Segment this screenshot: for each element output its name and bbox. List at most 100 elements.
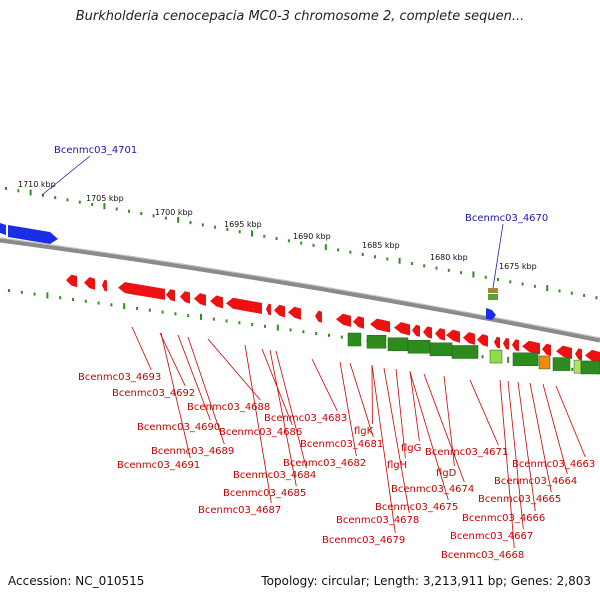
reverse-gene-label: Bcenmc03_4664 <box>494 476 577 487</box>
reverse-gene-label: Bcenmc03_4666 <box>462 513 545 524</box>
reverse-gene <box>477 334 488 347</box>
reverse-gene <box>494 336 500 349</box>
inner-tick-mark <box>507 356 510 363</box>
outer-tick-mark <box>29 189 32 196</box>
reverse-gene-label: Bcenmc03_4674 <box>391 484 474 495</box>
reverse-leader-line <box>542 383 568 475</box>
reverse-leader-line <box>409 371 449 501</box>
reverse-gene-label: Bcenmc03_4671 <box>425 447 508 458</box>
inner-tick-mark <box>187 314 190 318</box>
outer-tick-mark <box>17 189 20 193</box>
outer-tick-mark <box>497 278 499 282</box>
genome-backbone <box>0 237 600 343</box>
outer-tick-mark <box>361 252 364 256</box>
reverse-gene-label: Bcenmc03_4683 <box>264 413 347 424</box>
reverse-gene <box>394 322 410 336</box>
reverse-leader-line <box>269 349 297 487</box>
inner-tick-mark <box>571 367 574 371</box>
outer-tick-mark <box>570 291 573 295</box>
cog-feature-box <box>429 342 453 357</box>
forward-strand-genes <box>0 223 496 320</box>
reverse-gene <box>84 277 95 290</box>
inner-tick-mark <box>264 324 266 328</box>
outer-tick-mark <box>447 268 450 272</box>
reverse-gene-label: Bcenmc03_4679 <box>322 535 405 546</box>
outer-tick-mark <box>324 244 327 251</box>
reverse-gene-label: Bcenmc03_4688 <box>187 402 270 413</box>
outer-tick-mark <box>140 212 143 216</box>
reverse-gene <box>66 274 77 288</box>
scale-tick-label: 1690 kbp <box>293 232 331 241</box>
reverse-leader-line <box>499 379 515 549</box>
cog-feature-box <box>580 360 600 375</box>
inner-tick-mark <box>238 321 241 325</box>
reverse-gene <box>353 316 364 329</box>
outer-tick-mark <box>115 207 118 211</box>
reverse-strand-genes <box>66 274 600 363</box>
reverse-leader-line <box>131 326 152 371</box>
forward-gene <box>0 223 6 235</box>
cog-feature-box <box>552 357 571 371</box>
reverse-leader-line <box>507 380 524 530</box>
outer-tick-ring <box>5 187 598 300</box>
inner-tick-mark <box>340 335 343 339</box>
outer-tick-mark <box>275 237 278 241</box>
reverse-leader-line <box>187 336 225 445</box>
inner-tick-mark <box>33 292 36 296</box>
outer-tick-mark <box>460 271 463 275</box>
outer-tick-mark <box>349 250 352 254</box>
inner-tick-mark <box>46 292 49 299</box>
reverse-leader-line <box>383 367 410 514</box>
outer-tick-mark <box>177 216 180 223</box>
map-title: Burkholderia cenocepacia MC0-3 chromosom… <box>75 9 525 24</box>
outer-tick-mark <box>164 216 167 220</box>
forward-leader-line <box>41 155 91 196</box>
outer-tick-mark <box>41 193 44 197</box>
cog-feature-box <box>387 337 409 352</box>
inner-tick-mark <box>97 301 100 305</box>
reverse-leader-line <box>244 344 272 504</box>
inner-tick-mark <box>59 296 62 300</box>
reverse-gene <box>423 326 432 339</box>
reverse-gene-label: flgK <box>354 426 374 437</box>
inner-tick-mark <box>302 330 305 334</box>
reverse-leader-line <box>159 332 186 387</box>
reverse-leader-line <box>555 385 586 458</box>
reverse-gene-label: Bcenmc03_4682 <box>283 458 366 469</box>
scale-tick-label: 1700 kbp <box>155 208 193 217</box>
outer-tick-mark <box>423 264 426 268</box>
reverse-gene-label: Bcenmc03_4686 <box>219 427 302 438</box>
reverse-gene-label: Bcenmc03_4693 <box>78 372 161 383</box>
outer-tick-mark <box>152 214 155 218</box>
reverse-gene <box>585 349 600 363</box>
outer-tick-mark <box>66 198 69 202</box>
outer-tick-mark <box>386 257 389 261</box>
reverse-gene <box>512 339 519 352</box>
inner-tick-mark <box>251 323 254 327</box>
inner-tick-mark <box>148 308 151 312</box>
reverse-gene <box>118 282 165 300</box>
outer-tick-mark <box>54 196 57 200</box>
outer-tick-mark <box>103 203 106 210</box>
inner-tick-mark <box>161 310 164 314</box>
outer-tick-mark <box>78 200 81 204</box>
reverse-gene-label: Bcenmc03_4692 <box>112 388 195 399</box>
inner-tick-mark <box>72 297 74 301</box>
outer-tick-mark <box>238 230 241 234</box>
forward-gene-label: Bcenmc03_4670 <box>465 213 548 224</box>
outer-tick-mark <box>189 221 192 225</box>
outer-tick-mark <box>398 257 401 264</box>
forward-gene <box>486 308 496 320</box>
outer-tick-mark <box>435 266 438 270</box>
inner-tick-mark <box>174 312 177 316</box>
outer-tick-mark <box>546 285 549 292</box>
reverse-gene <box>180 291 190 304</box>
reverse-gene <box>446 329 460 343</box>
scale-tick-label: 1705 kbp <box>86 194 124 203</box>
cog-feature-box <box>407 339 431 354</box>
reverse-gene <box>194 293 206 306</box>
reverse-leader-line <box>207 338 261 401</box>
outer-tick-mark <box>214 225 217 229</box>
reverse-gene-label: Bcenmc03_4685 <box>223 488 306 499</box>
reverse-gene <box>288 306 301 320</box>
